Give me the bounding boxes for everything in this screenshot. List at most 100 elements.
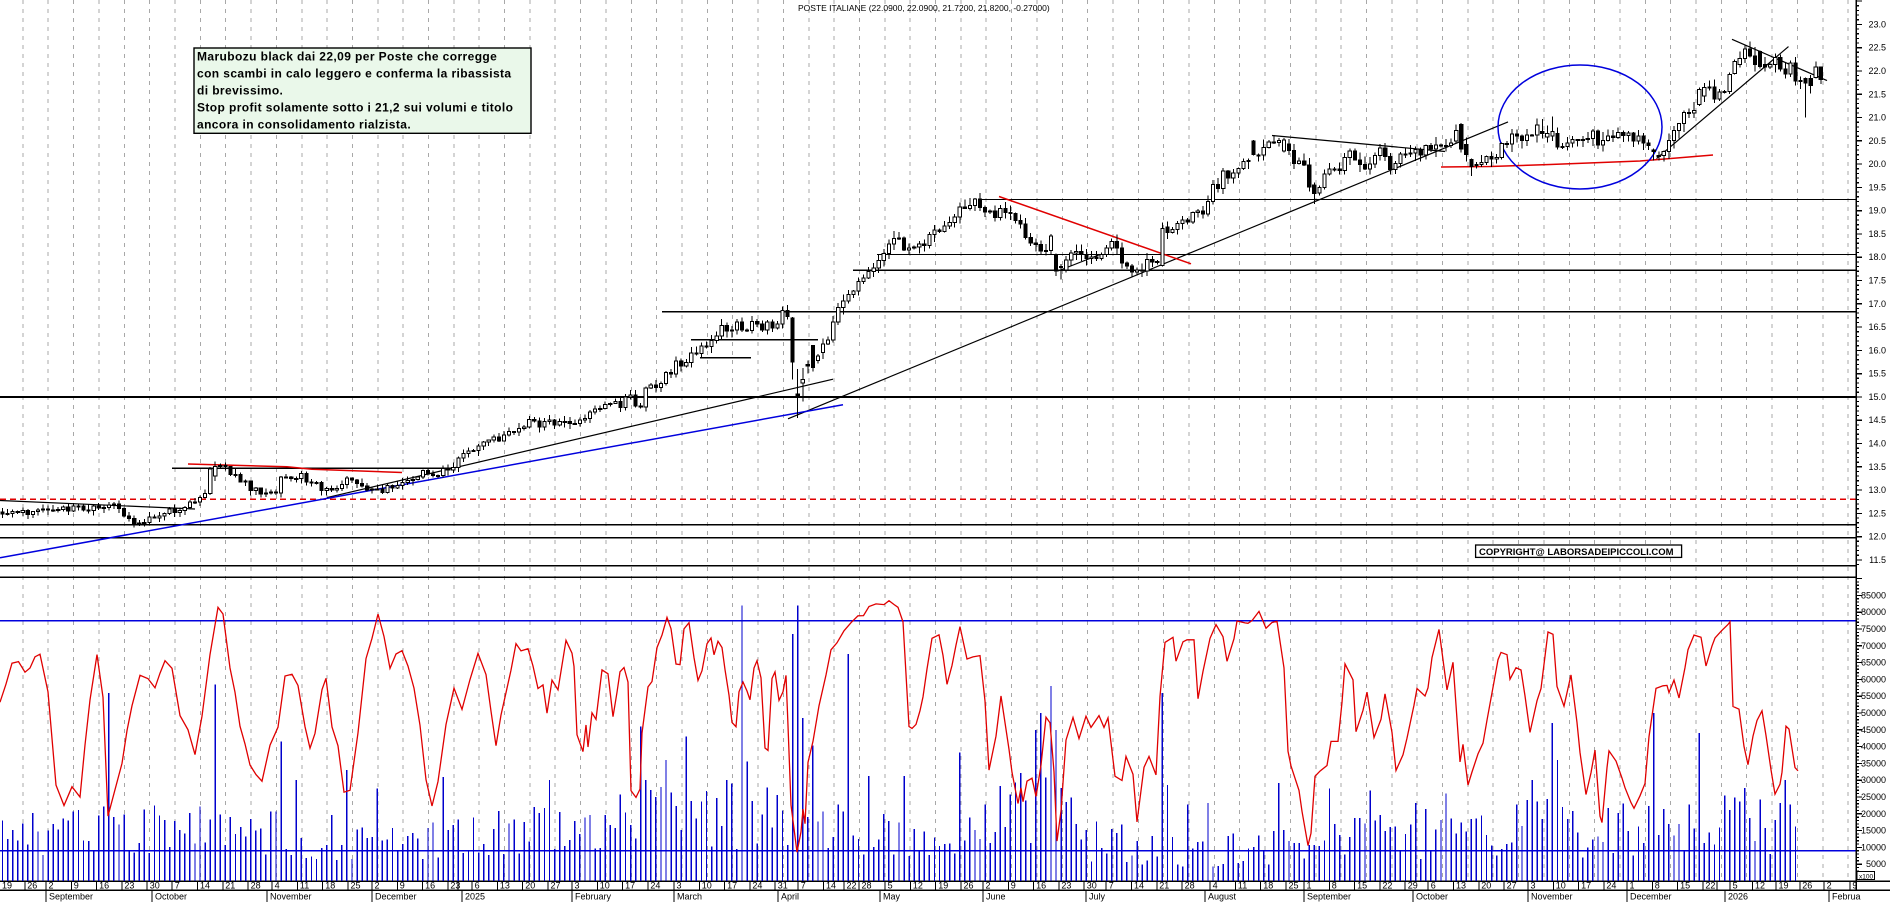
svg-text:19: 19 [2,881,12,891]
svg-text:October: October [1416,892,1448,902]
svg-text:25: 25 [351,881,361,891]
svg-text:6: 6 [475,881,480,891]
svg-text:19.0: 19.0 [1868,206,1886,216]
svg-text:22.0: 22.0 [1868,66,1886,76]
svg-text:2026: 2026 [1728,892,1748,902]
svg-text:31: 31 [778,881,788,891]
svg-text:30: 30 [150,881,160,891]
svg-text:2: 2 [375,881,380,891]
svg-text:13: 13 [500,881,510,891]
svg-text:5: 5 [1733,881,1738,891]
svg-text:15.0: 15.0 [1868,392,1886,402]
svg-text:19.5: 19.5 [1868,182,1886,192]
svg-text:55000: 55000 [1861,691,1886,701]
svg-text:21.0: 21.0 [1868,113,1886,123]
svg-text:24: 24 [752,881,762,891]
svg-text:16.0: 16.0 [1868,345,1886,355]
svg-text:12.5: 12.5 [1868,508,1886,518]
svg-text:8: 8 [1332,881,1337,891]
svg-text:23: 23 [1061,881,1071,891]
svg-text:17: 17 [625,881,635,891]
svg-text:Marubozu black dai 22,09 per P: Marubozu black dai 22,09 per Poste che c… [197,50,497,64]
svg-text:17: 17 [1581,881,1591,891]
svg-text:11: 11 [300,881,309,891]
svg-text:10: 10 [702,881,712,891]
svg-text:80000: 80000 [1861,607,1886,617]
svg-text:20: 20 [525,881,535,891]
svg-text:15: 15 [1357,881,1367,891]
svg-text:di brevissimo.: di brevissimo. [197,84,283,98]
svg-text:20.0: 20.0 [1868,159,1886,169]
svg-text:x100: x100 [1859,873,1873,880]
svg-text:3: 3 [1531,881,1536,891]
svg-text:23.0: 23.0 [1868,19,1886,29]
svg-text:22: 22 [1705,881,1715,891]
svg-text:7: 7 [801,881,806,891]
svg-text:85000: 85000 [1861,590,1886,600]
svg-text:19: 19 [1779,881,1789,891]
svg-text:POSTE ITALIANE (22.0900, 22.09: POSTE ITALIANE (22.0900, 22.0900, 21.720… [798,3,1050,13]
svg-text:9: 9 [400,881,405,891]
svg-text:5000: 5000 [1866,859,1886,869]
svg-text:26: 26 [1802,881,1812,891]
svg-text:24: 24 [1606,881,1616,891]
svg-text:1: 1 [1630,881,1635,891]
svg-text:60000: 60000 [1861,674,1886,684]
svg-text:22: 22 [847,881,857,891]
svg-text:14: 14 [1134,881,1144,891]
svg-text:15.5: 15.5 [1868,369,1886,379]
svg-text:4: 4 [1213,881,1218,891]
svg-text:March: March [677,892,702,902]
svg-text:65000: 65000 [1861,658,1886,668]
svg-text:3: 3 [575,881,580,891]
svg-text:15: 15 [1680,881,1690,891]
svg-text:April: April [781,892,799,902]
svg-text:29: 29 [1408,881,1418,891]
svg-text:27: 27 [1507,881,1517,891]
svg-text:8: 8 [1655,881,1660,891]
svg-text:28: 28 [862,881,872,891]
svg-text:10: 10 [1556,881,1566,891]
svg-text:11.5: 11.5 [1869,555,1886,565]
svg-text:12.0: 12.0 [1868,532,1886,542]
svg-text:75000: 75000 [1861,624,1886,634]
svg-text:December: December [1630,892,1672,902]
svg-text:16.5: 16.5 [1868,322,1886,332]
svg-text:2: 2 [49,881,54,891]
svg-text:13: 13 [1456,881,1466,891]
svg-text:August: August [1208,892,1237,902]
svg-text:6: 6 [1431,881,1436,891]
svg-text:18.5: 18.5 [1868,229,1886,239]
svg-text:17.5: 17.5 [1868,276,1886,286]
svg-text:14.5: 14.5 [1868,415,1886,425]
svg-text:16: 16 [425,881,435,891]
svg-text:26: 26 [27,881,37,891]
svg-text:ancora in consolidamento rialz: ancora in consolidamento rialzista. [197,118,411,132]
svg-text:November: November [270,892,312,902]
svg-text:20.5: 20.5 [1868,136,1886,146]
svg-text:November: November [1531,892,1573,902]
svg-text:1: 1 [1307,881,1312,891]
svg-text:35000: 35000 [1861,758,1886,768]
svg-text:September: September [1307,892,1351,902]
svg-text:13.5: 13.5 [1868,462,1886,472]
svg-text:30: 30 [1087,881,1097,891]
svg-text:21: 21 [225,881,235,891]
svg-text:22: 22 [1382,881,1392,891]
svg-text:23: 23 [450,881,460,891]
svg-text:2: 2 [1827,881,1832,891]
svg-text:3: 3 [677,881,682,891]
svg-text:21.5: 21.5 [1868,89,1886,99]
svg-text:22.5: 22.5 [1868,43,1886,53]
svg-text:70000: 70000 [1861,641,1886,651]
svg-text:25000: 25000 [1861,792,1886,802]
svg-text:20000: 20000 [1861,809,1886,819]
svg-text:7: 7 [1109,881,1114,891]
svg-text:17: 17 [727,881,737,891]
svg-text:2: 2 [986,881,991,891]
svg-text:27: 27 [551,881,561,891]
svg-text:12: 12 [1755,881,1765,891]
svg-text:con scambi in calo leggero e c: con scambi in calo leggero e conferma la… [197,67,512,81]
svg-text:25: 25 [1289,881,1299,891]
svg-text:Februa: Februa [1832,892,1861,902]
